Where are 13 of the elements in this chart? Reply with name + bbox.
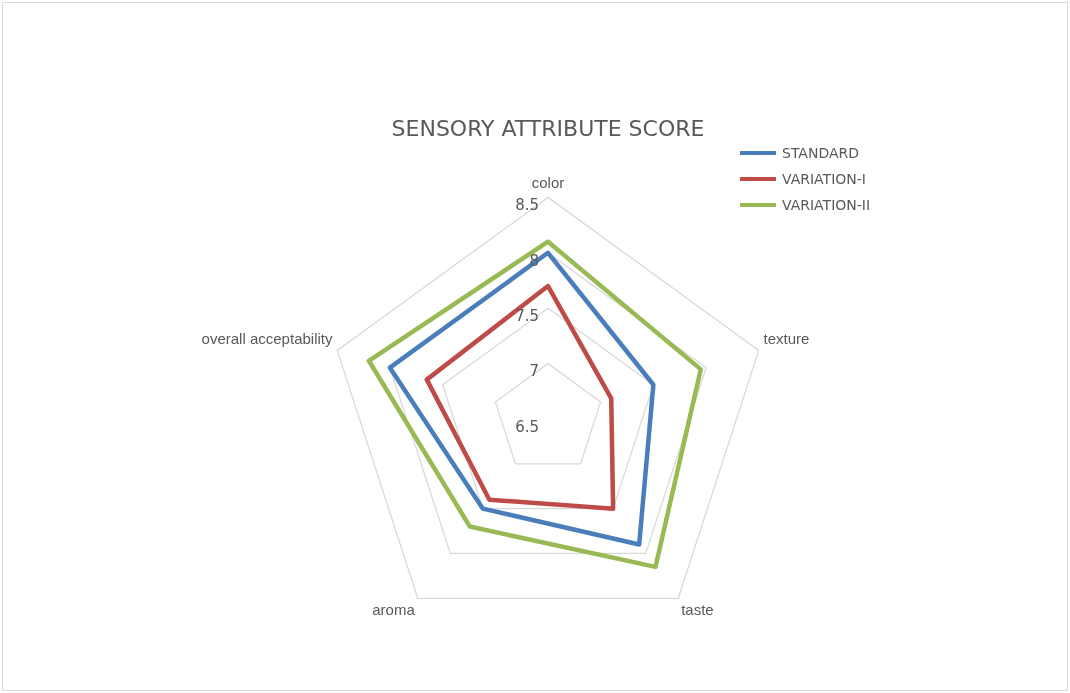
y-tick-label: 8.5	[515, 196, 539, 215]
y-tick-label: 6.5	[515, 417, 539, 436]
legend-label: VARIATION-I	[782, 171, 866, 187]
spoke-label: aroma	[372, 601, 416, 619]
legend-label: VARIATION-II	[782, 197, 871, 213]
legend-label: STANDARD	[782, 145, 860, 161]
spoke-label: taste	[681, 601, 714, 619]
spoke-label: overall acceptability	[201, 330, 333, 348]
y-tick-label: 7	[529, 362, 539, 381]
spoke-label: texture	[763, 330, 810, 348]
chart-title: SENSORY ATTRIBUTE SCORE	[391, 115, 705, 141]
y-tick-label: 7.5	[515, 307, 539, 326]
spoke-label: color	[531, 173, 565, 191]
